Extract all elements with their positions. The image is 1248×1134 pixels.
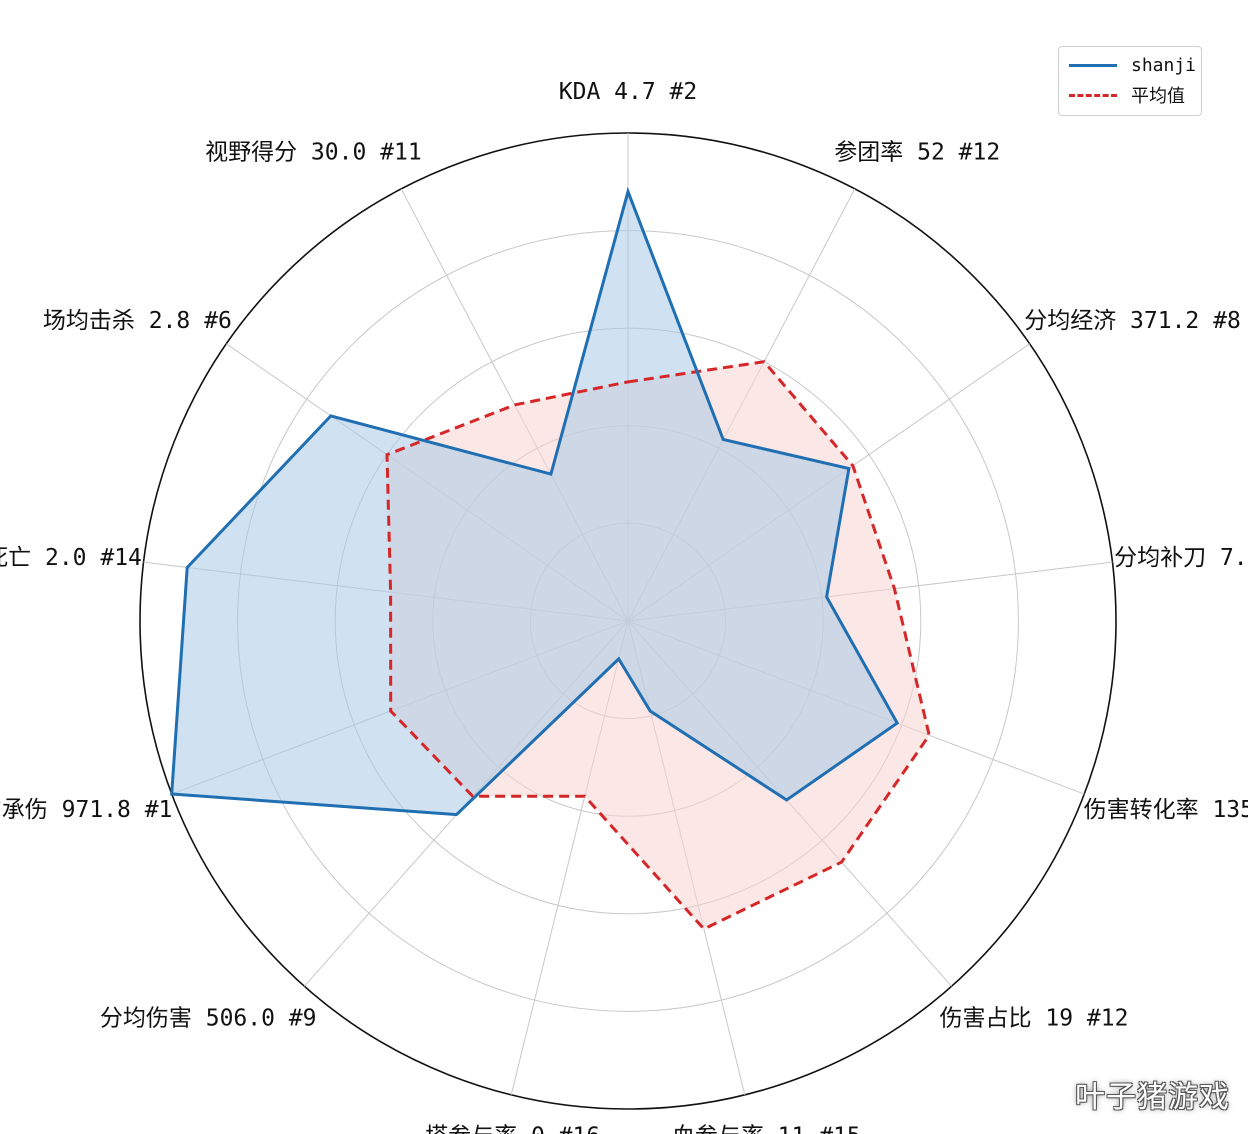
axis-label-12: 场均击杀 2.8 #6 [43, 308, 232, 334]
axis-labels: KDA 4.7 #2 参团率 52 #12 分均经济 371.2 #8 分均补刀 7.… [0, 79, 1248, 1134]
axis-label-4: 分均补刀 7.2 #12 [1114, 545, 1248, 571]
series-line-1 [170, 186, 900, 817]
axis-label-6: 伤害占比 19 #12 [940, 1006, 1129, 1032]
axis-label-3: 分均经济 371.2 #8 [1024, 308, 1241, 334]
axis-label-10: 分均承伤 971.8 #1 [0, 797, 172, 823]
axis-label-8: 一塔参与率 0 #16 [402, 1124, 600, 1134]
legend-swatch-series-1 [1069, 63, 1117, 67]
legend-label-series-2: 平均值 [1131, 86, 1185, 107]
watermark: 叶子猪游戏 [1075, 1080, 1230, 1115]
axis-label-9: 分均伤害 506.0 #9 [100, 1006, 317, 1032]
series-layer [170, 186, 931, 931]
axis-label-7: 一血参与率 11 #15 [649, 1124, 861, 1134]
series-area-1 [171, 191, 898, 815]
axis-label-13: 视野得分 30.0 #11 [205, 140, 422, 166]
series-line-2 [385, 360, 931, 931]
legend: shanji 平均值 [1058, 46, 1202, 116]
axis-label-2: 参团率 52 #12 [834, 140, 1000, 166]
legend-item-series-1: shanji [1069, 53, 1196, 77]
axis-label-5: 伤害转化率 135 #10 [1084, 797, 1248, 823]
legend-label-series-1: shanji [1131, 54, 1197, 76]
axis-label-1: KDA 4.7 #2 [559, 79, 697, 105]
legend-swatch-series-2 [1069, 93, 1117, 97]
legend-item-series-2: 平均值 [1069, 83, 1185, 107]
axis-label-11: 场均死亡 2.0 #14 [0, 545, 142, 571]
